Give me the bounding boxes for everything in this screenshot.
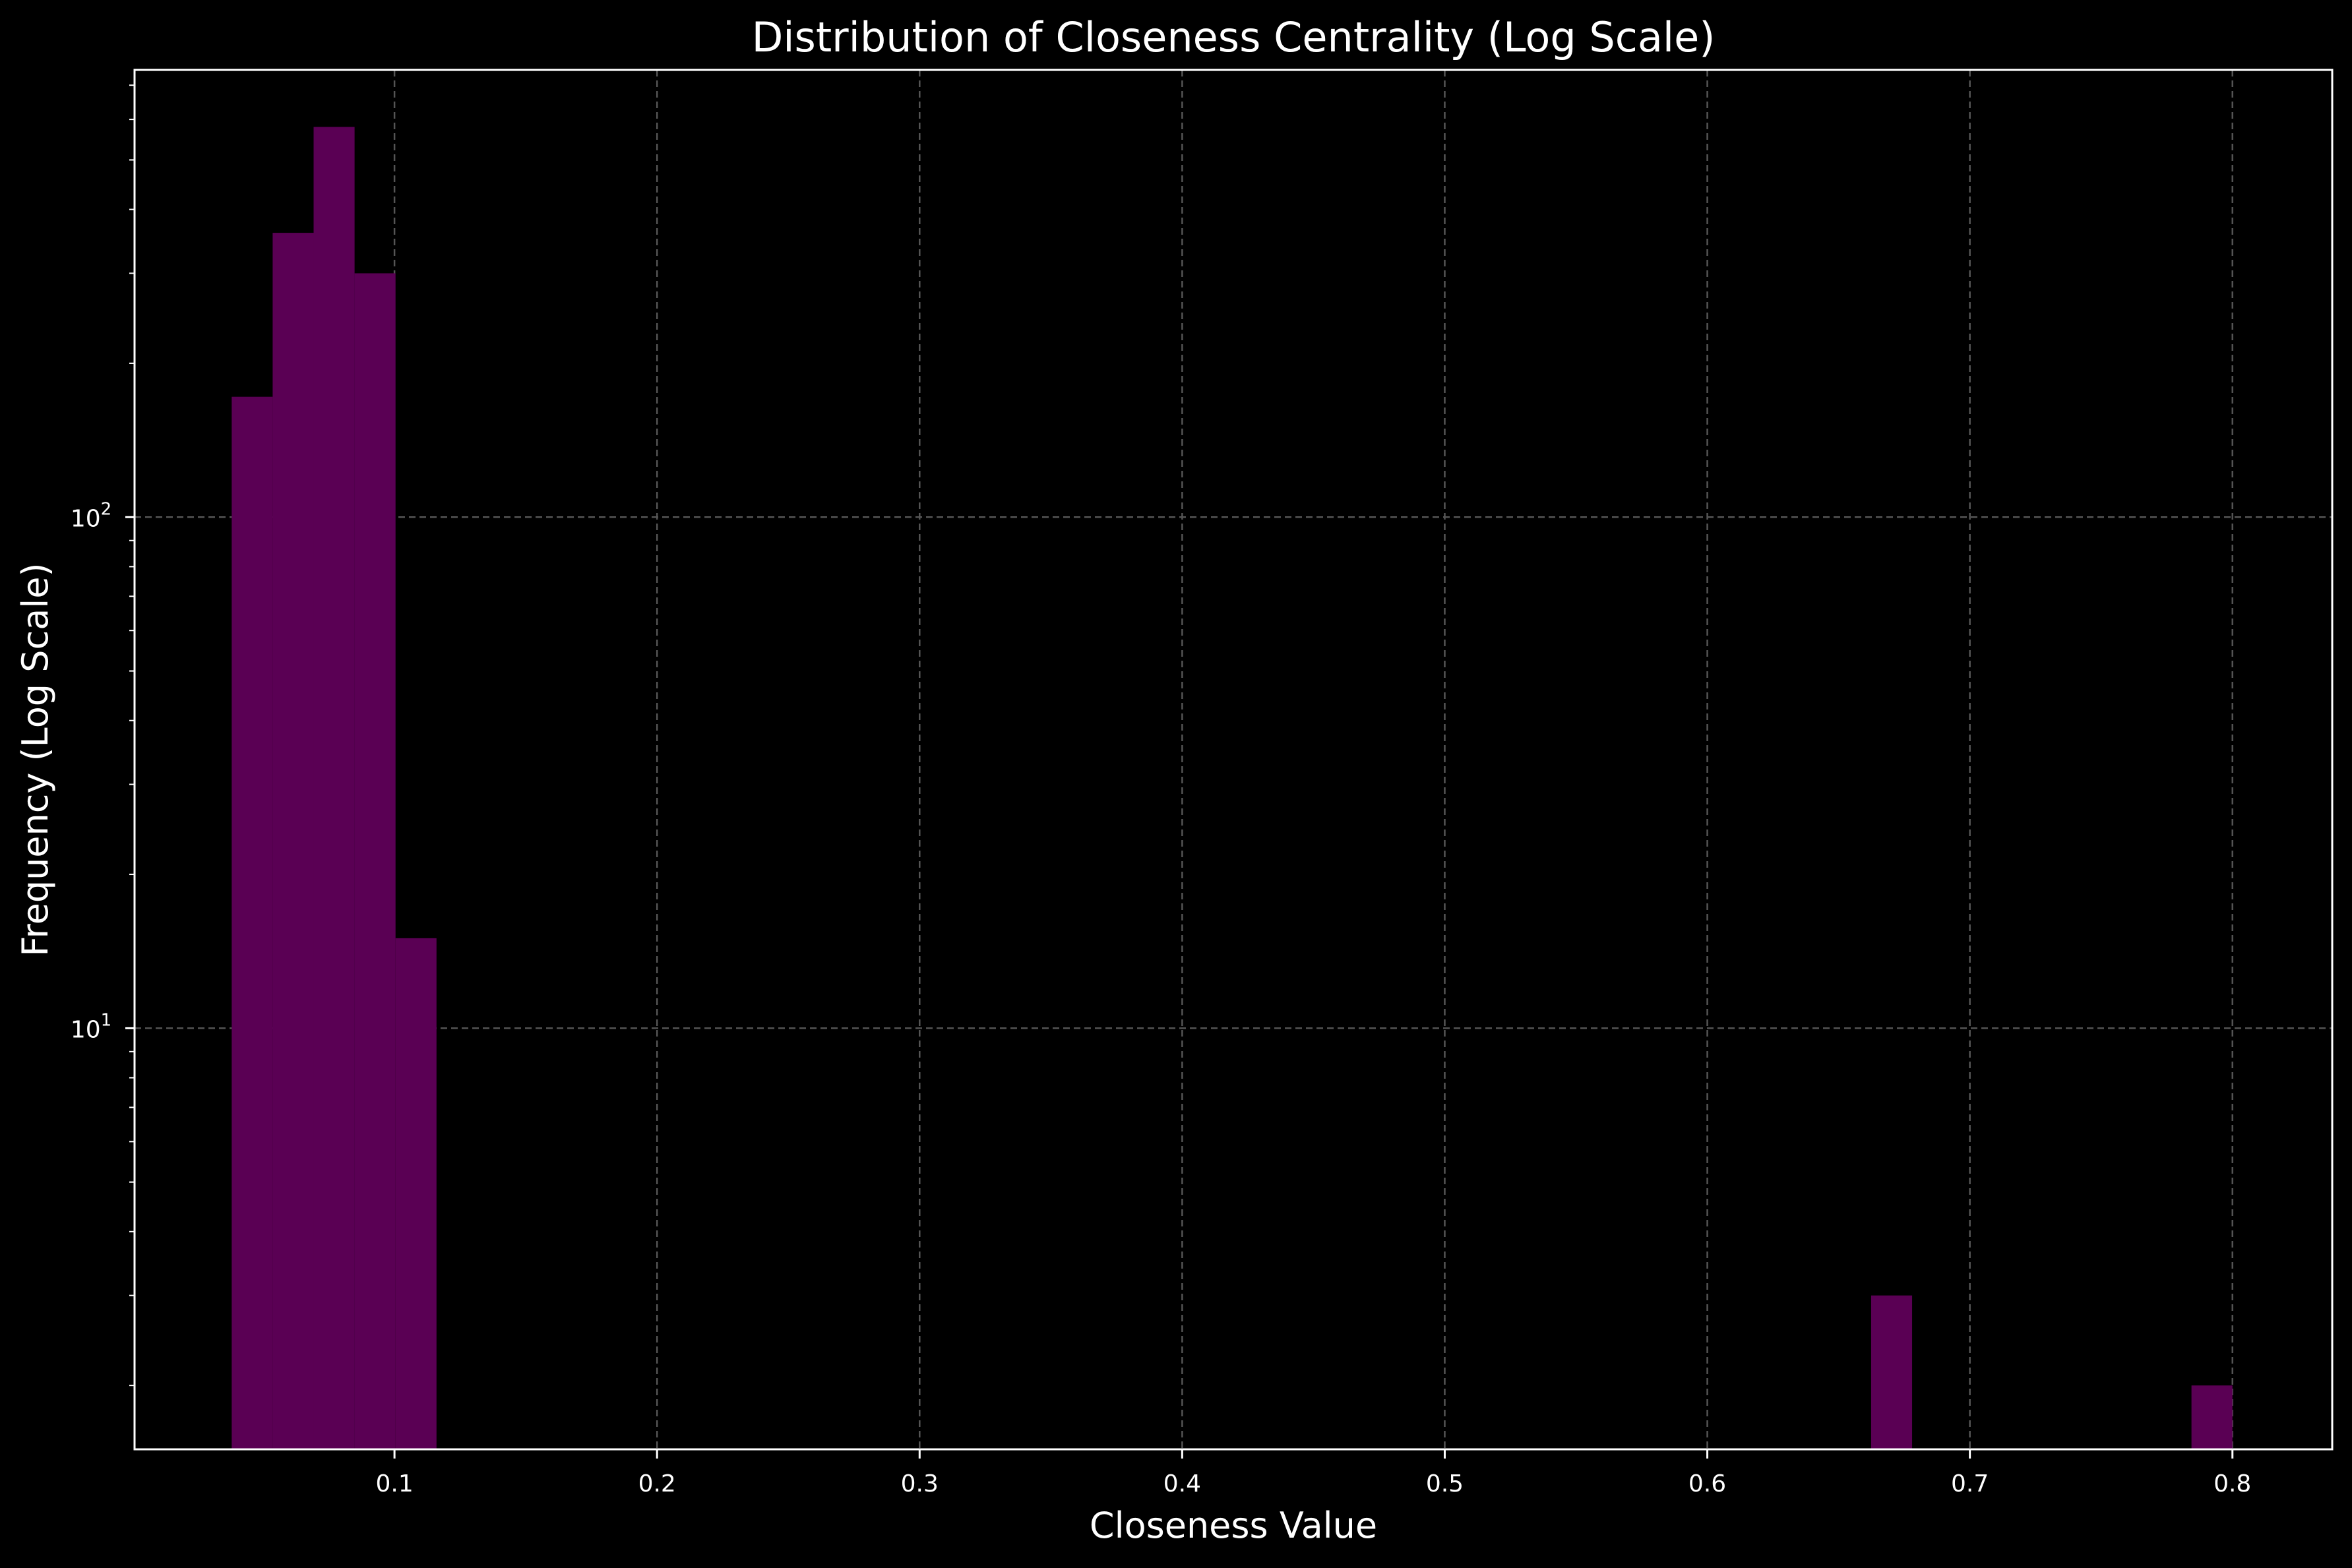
- chart-title: Distribution of Closeness Centrality (Lo…: [752, 13, 1716, 61]
- histogram-bar: [272, 233, 314, 1450]
- plot-frame: [133, 69, 2334, 1451]
- y-axis-label: Frequency (Log Scale): [15, 562, 56, 956]
- x-tick-label: 0.1: [375, 1470, 413, 1497]
- histogram-bar: [395, 938, 437, 1449]
- histogram-bar: [1871, 1295, 1913, 1449]
- x-tick-label: 0.6: [1688, 1470, 1726, 1497]
- histogram-bar: [232, 396, 273, 1449]
- x-tick-label: 0.3: [901, 1470, 939, 1497]
- histogram-bar: [313, 127, 355, 1450]
- x-tick-label: 0.8: [2213, 1470, 2251, 1497]
- x-tick-label: 0.2: [638, 1470, 676, 1497]
- histogram-bar: [2191, 1385, 2233, 1449]
- y-tick-label: 102: [71, 499, 111, 532]
- x-axis-label: Closeness Value: [1090, 1505, 1377, 1546]
- histogram-bars: [232, 127, 2233, 1450]
- x-tick-label: 0.4: [1163, 1470, 1201, 1497]
- x-tick-label: 0.5: [1426, 1470, 1464, 1497]
- histogram-bar: [354, 273, 396, 1449]
- x-tick-label: 0.7: [1951, 1470, 1989, 1497]
